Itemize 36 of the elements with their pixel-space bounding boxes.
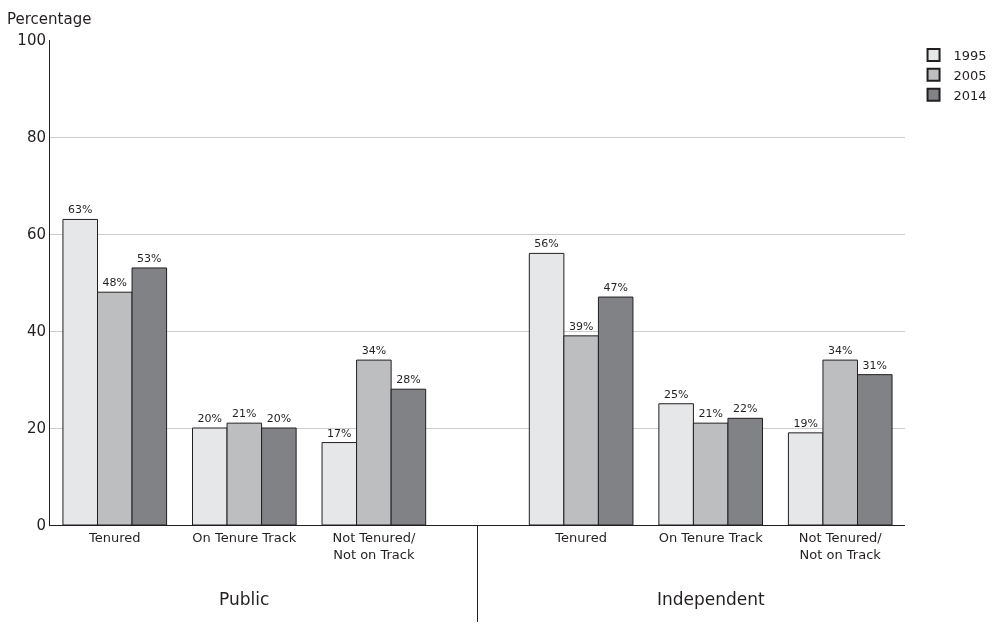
data-label: 39% [568, 319, 594, 333]
y-tick-label: 20 [26, 419, 46, 438]
x-tick-label: On Tenure Track [658, 529, 764, 545]
data-label: 21% [698, 407, 723, 421]
x-tick-label: Tenured [88, 529, 141, 545]
y-tick-label: 60 [26, 225, 46, 244]
data-label: 63% [68, 203, 93, 217]
data-label: 31% [862, 358, 887, 372]
data-label: 17% [327, 426, 352, 440]
y-tick-label: 0 [36, 516, 46, 535]
legend-label: 2005 [953, 67, 987, 83]
data-label: 34% [828, 344, 853, 358]
y-tick-label: 40 [26, 322, 46, 341]
data-label: 25% [663, 387, 689, 401]
data-label: 48% [102, 276, 127, 290]
x-tick-label: Not Tenured/ Not on Track [332, 529, 416, 562]
y-axis-title: Percentage [7, 10, 92, 28]
y-tick-label: 80 [26, 128, 46, 147]
text: Public [219, 589, 270, 609]
data-label: 56% [534, 237, 559, 251]
data-label: 21% [232, 407, 257, 421]
data-label: 20% [266, 412, 292, 425]
data-label: 22% [733, 402, 758, 416]
data-label: 53% [137, 251, 162, 265]
x-tick-label: Not Tenured/ Not on Track [798, 529, 883, 562]
data-label: 34% [361, 344, 387, 358]
data-label: 19% [793, 416, 818, 430]
data-label: 20% [197, 412, 222, 425]
legend-label: 2014 [953, 87, 987, 103]
x-tick-label: On Tenure Track [192, 529, 297, 545]
data-label: 47% [603, 281, 628, 295]
y-tick-label: 100 [17, 31, 46, 50]
data-label: 28% [396, 373, 421, 387]
x-tick-label: Tenured [554, 529, 607, 545]
text: Independent [657, 589, 766, 609]
legend-label: 1995 [953, 48, 987, 64]
